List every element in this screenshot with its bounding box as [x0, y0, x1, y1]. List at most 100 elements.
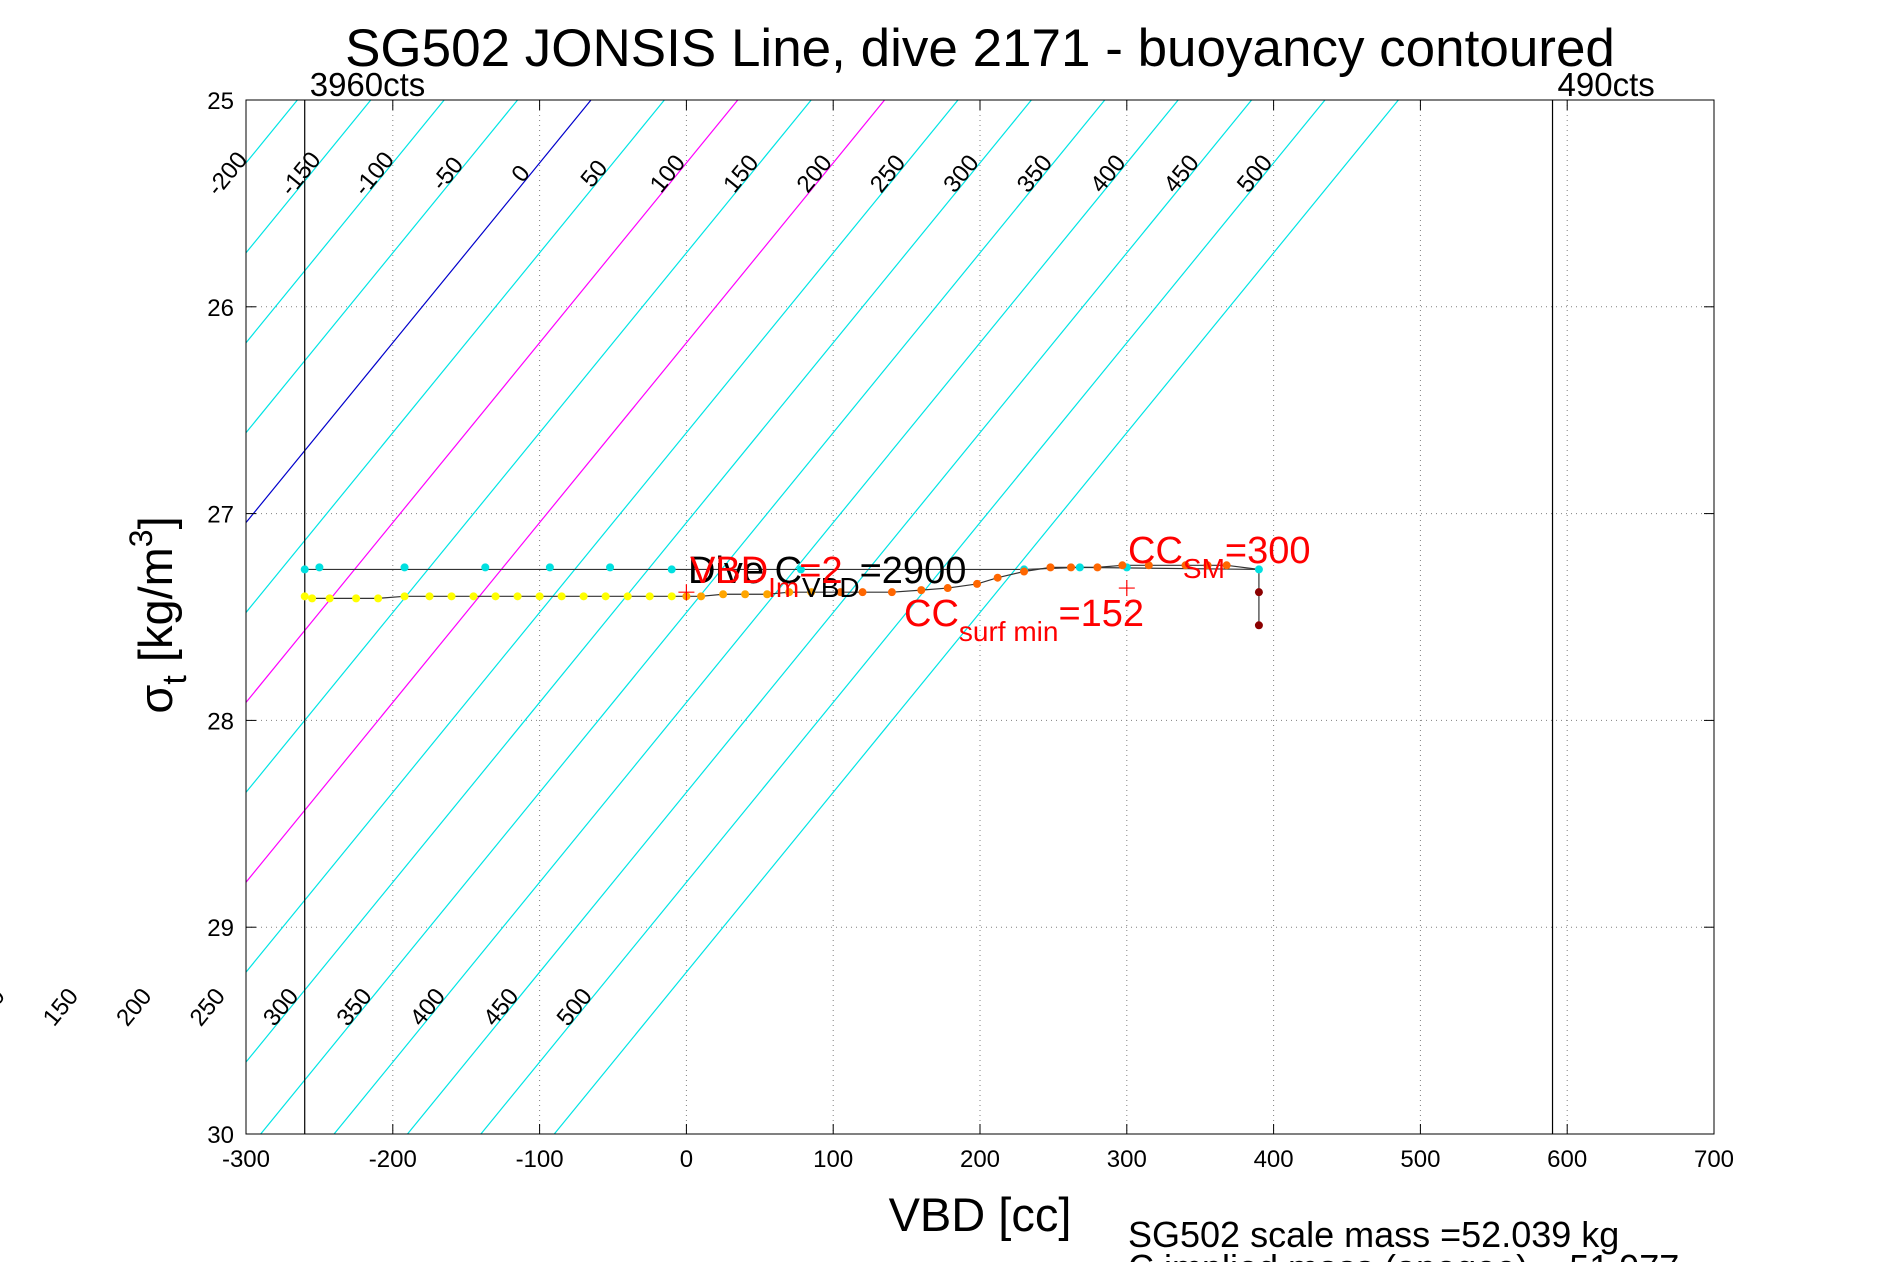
data-point	[425, 592, 434, 601]
data-point	[325, 594, 334, 603]
data-point	[1203, 561, 1212, 570]
cc-surf-subscript: surf min	[959, 616, 1059, 647]
cc-surf-min-annotation: CCsurf min=152	[904, 593, 1144, 647]
data-point	[315, 563, 324, 572]
data-point	[1020, 567, 1029, 576]
cc-sm-subscript: SM	[1183, 553, 1225, 584]
data-point	[796, 565, 805, 574]
limit-line-label: 490cts	[1558, 66, 1655, 103]
data-point	[667, 592, 676, 601]
y-axis-label-close: ]	[129, 516, 182, 529]
vbd-im-subscript: Im	[768, 572, 799, 603]
vbd-im-annotation: VBDIm=2	[690, 550, 843, 603]
y-axis-label-subscript: t	[156, 675, 194, 685]
data-point	[807, 588, 816, 597]
implied-mass-footer: C implied mass (apogee) = 51.977	[1128, 1247, 1679, 1262]
data-point	[300, 592, 309, 601]
contour-line	[246, 100, 812, 794]
data-point	[601, 592, 610, 601]
contour-line	[553, 100, 1399, 1134]
data-point	[469, 592, 478, 601]
y-tick-label: 26	[207, 295, 234, 322]
y-tick-label: 27	[207, 502, 234, 529]
data-point	[645, 592, 654, 601]
scale-mass-footer: SG502 scale mass =52.039 kg	[1128, 1214, 1619, 1255]
data-point	[917, 586, 926, 595]
x-tick-label: 0	[680, 1146, 693, 1173]
vbd-im-value: =2	[799, 550, 842, 592]
x-tick-label: 600	[1547, 1146, 1587, 1173]
data-point	[513, 592, 522, 601]
cc-sm-text: CC	[1128, 530, 1183, 572]
data-point	[623, 592, 632, 601]
cc-surf-value: =152	[1058, 593, 1144, 635]
data-point	[579, 592, 588, 601]
data-point	[1075, 563, 1084, 572]
data-point	[1254, 565, 1263, 574]
contour-line	[246, 100, 739, 704]
data-point	[1067, 563, 1076, 572]
limit-line-label: 3960cts	[310, 66, 426, 103]
y-axis-label-units: [kg/m	[129, 547, 182, 675]
data-point	[545, 563, 554, 572]
data-point	[1118, 561, 1127, 570]
y-axis-label-superscript: 3	[123, 529, 159, 547]
data-point	[741, 590, 750, 599]
data-point	[535, 592, 544, 601]
cc-surf-text: CC	[904, 593, 959, 635]
x-tick-label: 200	[960, 1146, 1000, 1173]
contour-line	[260, 100, 1106, 1134]
data-point	[447, 592, 456, 601]
contour-line	[246, 100, 445, 344]
y-axis-label: σt [kg/m3]	[123, 516, 194, 713]
data-point	[719, 590, 728, 599]
y-axis-label-symbol: σ	[129, 685, 182, 714]
dive-c-vbd-annotation: Dive CVBD=2900	[688, 550, 966, 603]
data-point	[1144, 561, 1153, 570]
data-point	[973, 579, 982, 588]
data-point	[1254, 621, 1263, 630]
data-point	[374, 594, 383, 603]
y-tick-label: 25	[207, 88, 234, 115]
vbd-im-text: VBD	[690, 550, 768, 592]
data-point	[858, 588, 867, 597]
data-point	[1093, 563, 1102, 572]
data-point	[785, 588, 794, 597]
contour-line	[246, 100, 592, 524]
data-point	[993, 573, 1002, 582]
y-tick-label: 30	[207, 1122, 234, 1149]
data-point	[400, 592, 409, 601]
cc-sm-value: =300	[1225, 530, 1311, 572]
buoyancy-contours	[246, 100, 1399, 1134]
contour-line	[246, 100, 519, 434]
dive-c-value: =2900	[860, 550, 967, 592]
x-tick-label: -100	[516, 1146, 564, 1173]
data-point	[352, 594, 361, 603]
contour-line	[246, 100, 665, 614]
surface-path	[1226, 564, 1260, 626]
data-point	[697, 592, 706, 601]
dive-c-text: Dive C	[688, 550, 802, 592]
contour-line	[333, 100, 1179, 1134]
dive-series	[300, 561, 1263, 630]
data-point	[836, 588, 845, 597]
cc-sm-annotation: CCSM=300	[1128, 530, 1310, 584]
data-point	[943, 584, 952, 593]
x-tick-label: -200	[369, 1146, 417, 1173]
x-tick-label: 700	[1694, 1146, 1734, 1173]
vbd-limit-lines: 3960cts 490cts	[304, 66, 1655, 1134]
data-point	[606, 563, 615, 572]
data-point	[667, 565, 676, 574]
y-tick-label: 28	[207, 708, 234, 735]
contour-line	[246, 100, 959, 974]
x-tick-label: -300	[222, 1146, 270, 1173]
annotations: Dive CVBD=2900 VBDIm=2 CCsurf min=152 CC…	[688, 530, 1310, 647]
y-tick-label: 29	[207, 915, 234, 942]
x-tick-label: 300	[1107, 1146, 1147, 1173]
x-axis-label: VBD [cc]	[889, 1188, 1072, 1241]
data-point	[308, 594, 317, 603]
dive-c-subscript: VBD	[802, 572, 860, 603]
contour-line	[246, 100, 1032, 1064]
contour-line	[246, 100, 886, 884]
data-point	[491, 592, 500, 601]
